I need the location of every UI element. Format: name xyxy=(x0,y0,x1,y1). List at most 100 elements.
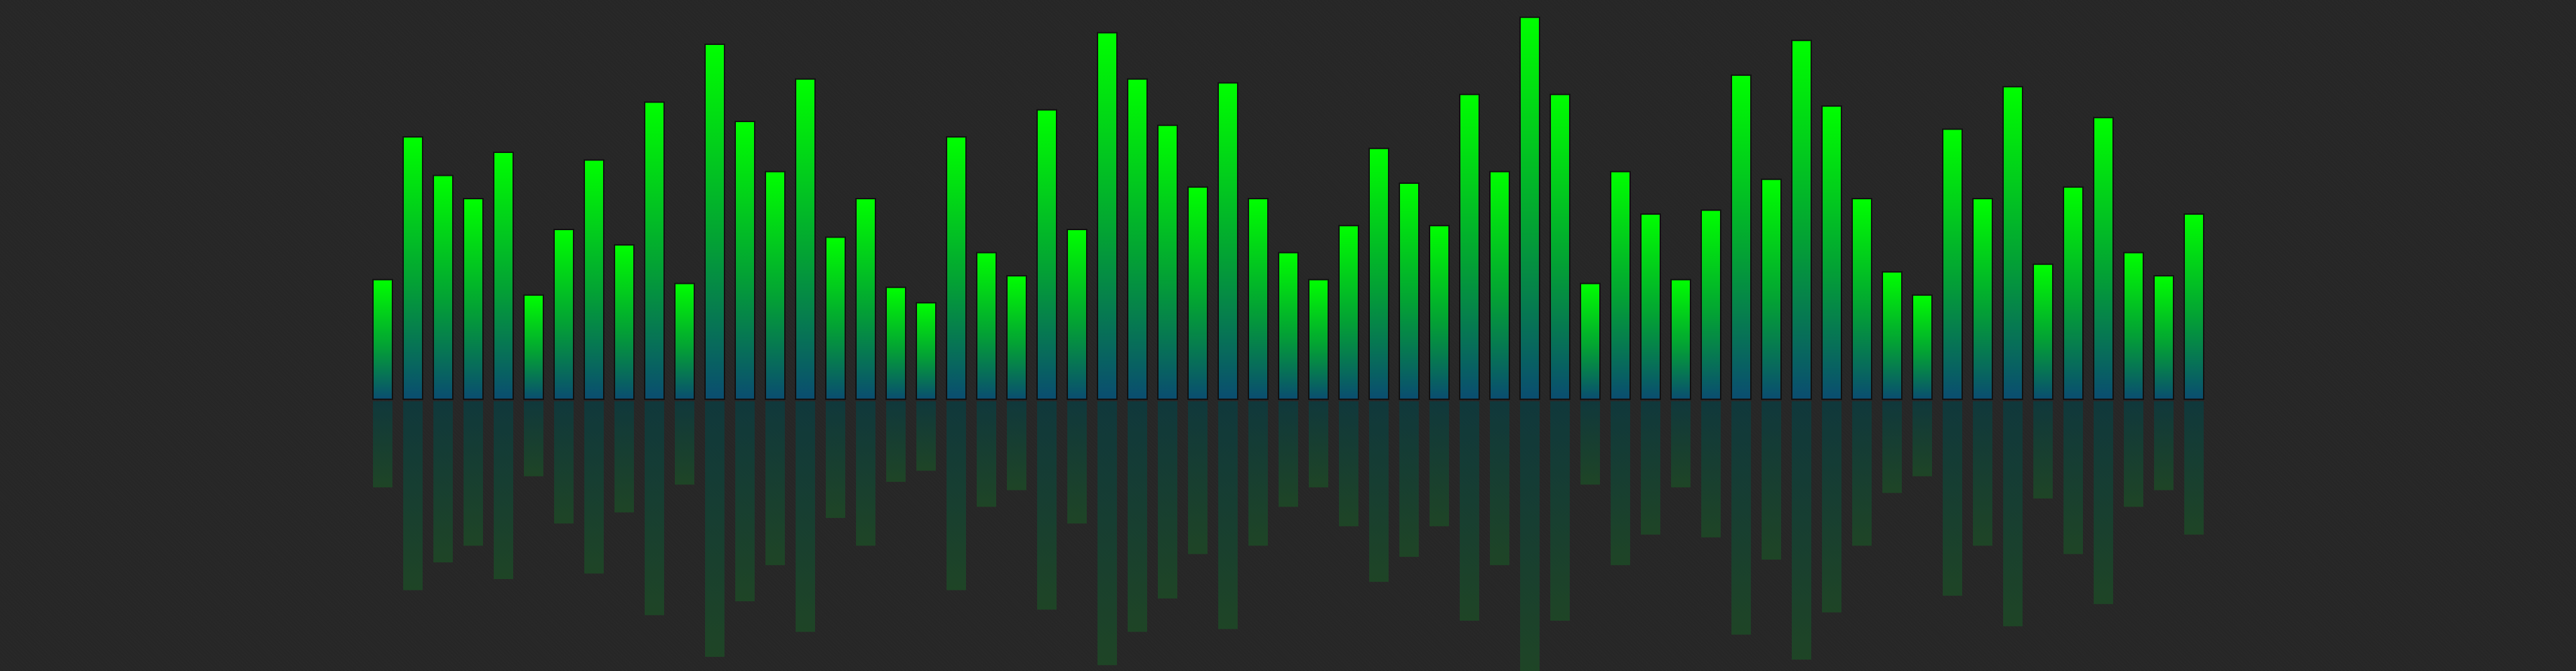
equalizer-bar-reflection xyxy=(1762,401,1781,560)
bars-group xyxy=(372,16,2204,400)
equalizer-bar-reflection xyxy=(675,401,694,485)
equalizer-bar xyxy=(946,136,967,400)
equalizer-bar-reflection xyxy=(554,401,574,524)
equalizer-bar xyxy=(2123,252,2144,400)
equalizer-bar-reflection xyxy=(1309,401,1328,488)
equalizer-bar-reflection xyxy=(1037,401,1057,610)
equalizer-bar-reflection xyxy=(1882,401,1902,493)
equalizer-bar-reflection xyxy=(614,401,634,513)
equalizer-bar-reflection xyxy=(856,401,875,546)
equalizer-bar xyxy=(553,229,574,400)
equalizer-bar-reflection xyxy=(1007,401,1026,491)
equalizer-bar xyxy=(2184,213,2204,400)
equalizer-bar xyxy=(614,244,635,400)
equalizer-bar-reflection xyxy=(705,401,724,657)
equalizer-bar-reflection xyxy=(373,401,392,488)
equalizer-bar xyxy=(2002,86,2023,400)
equalizer-bar xyxy=(1550,93,1570,400)
equalizer-bar-reflection xyxy=(2003,401,2023,627)
equalizer-bar xyxy=(1248,198,1269,400)
equalizer-bar-reflection xyxy=(1943,401,1962,596)
equalizer-bar-reflection xyxy=(947,401,966,590)
equalizer-bar xyxy=(1580,282,1601,400)
equalizer-bar-reflection xyxy=(494,401,513,579)
equalizer-bar xyxy=(1519,16,1540,400)
equalizer-bar-reflection xyxy=(1852,401,1872,546)
equalizer-bar-reflection xyxy=(1430,401,1449,527)
equalizer-bar-reflection xyxy=(1188,401,1208,554)
equalizer-bar xyxy=(885,287,906,400)
equalizer-bar-reflection xyxy=(464,401,483,546)
equalizer-bar-reflection xyxy=(796,401,815,632)
equalizer-bar-reflection xyxy=(826,401,845,518)
equalizer-bar-reflection xyxy=(1158,401,1177,599)
equalizer-bar-reflection xyxy=(1580,401,1600,485)
equalizer-bar-reflection xyxy=(2094,401,2113,605)
equalizer-bar xyxy=(372,278,393,400)
equalizer-bar xyxy=(1821,105,1842,400)
equalizer-bar-reflection xyxy=(645,401,664,615)
equalizer-bar xyxy=(1067,229,1087,400)
equalizer-bar xyxy=(584,159,604,400)
equalizer-bar xyxy=(1308,278,1329,400)
equalizer-bar xyxy=(1338,225,1359,400)
equalizer-bar-reflection xyxy=(2154,401,2174,491)
equalizer-bar xyxy=(1912,294,1933,400)
equalizer-bar-reflection xyxy=(1611,401,1630,566)
equalizer-bar xyxy=(1972,198,1993,400)
equalizer-bar xyxy=(1942,128,1963,400)
equalizer-bar-reflection xyxy=(1460,401,1479,621)
equalizer-bar-reflection xyxy=(2033,401,2053,499)
equalizer-bar xyxy=(1218,82,1238,400)
equalizer-bar-reflection xyxy=(1913,401,1932,476)
equalizer-bar xyxy=(1036,109,1057,400)
equalizer-bar xyxy=(2063,186,2084,400)
equalizer-bar xyxy=(493,152,514,400)
equalizer-bar xyxy=(1610,170,1631,400)
equalizer-bar xyxy=(916,302,936,400)
equalizer-bar xyxy=(795,78,816,400)
equalizer-bar xyxy=(1278,252,1299,400)
equalizer-bar xyxy=(1187,186,1208,400)
equalizer-bar-reflection xyxy=(1520,401,1540,671)
equalizer-bar xyxy=(2153,275,2174,400)
equalizer-bar xyxy=(463,198,484,400)
equalizer-bar xyxy=(2033,263,2053,400)
equalizer-bar-reflection xyxy=(1067,401,1087,524)
equalizer-bar xyxy=(1731,74,1752,400)
equalizer-bar-reflection xyxy=(1248,401,1268,546)
equalizer-bar xyxy=(825,236,846,400)
equalizer-bar-reflection xyxy=(977,401,996,507)
equalizer-bar-reflection xyxy=(1339,401,1358,527)
equalizer-bar-reflection xyxy=(1731,401,1751,635)
equalizer-bar-reflection xyxy=(1399,401,1419,557)
equalizer-bar xyxy=(1006,275,1027,400)
equalizer-bar xyxy=(2093,117,2114,400)
equalizer-bar xyxy=(1157,124,1178,400)
equalizer-bar-reflection xyxy=(403,401,423,590)
equalizer-bar-reflection xyxy=(1550,401,1570,621)
equalizer-bar-reflection xyxy=(2063,401,2083,554)
equalizer-bar xyxy=(1097,32,1118,400)
equalizer-bar xyxy=(1459,93,1480,400)
equalizer-bar xyxy=(1127,78,1148,400)
equalizer-bar xyxy=(1640,213,1661,400)
equalizer-bar-reflection xyxy=(1128,401,1147,632)
equalizer-bar-reflection xyxy=(584,401,604,574)
equalizer-bar-reflection xyxy=(735,401,755,602)
equalizer-bar-reflection xyxy=(1279,401,1298,507)
equalizer-bar xyxy=(674,282,695,400)
equalizer-bar-reflection xyxy=(765,401,785,566)
equalizer-bar xyxy=(1429,225,1450,400)
equalizer-bar-reflection xyxy=(2184,401,2204,535)
equalizer-bar xyxy=(735,121,755,400)
equalizer-bar-reflection xyxy=(1218,401,1238,629)
equalizer-bar-reflection xyxy=(1097,401,1117,666)
equalizer-bar-reflection xyxy=(524,401,543,476)
equalizer-bar-reflection xyxy=(916,401,936,471)
equalizer-bar-reflection xyxy=(1973,401,1992,546)
equalizer-bar xyxy=(855,198,876,400)
equalizer-bar xyxy=(1368,148,1389,400)
